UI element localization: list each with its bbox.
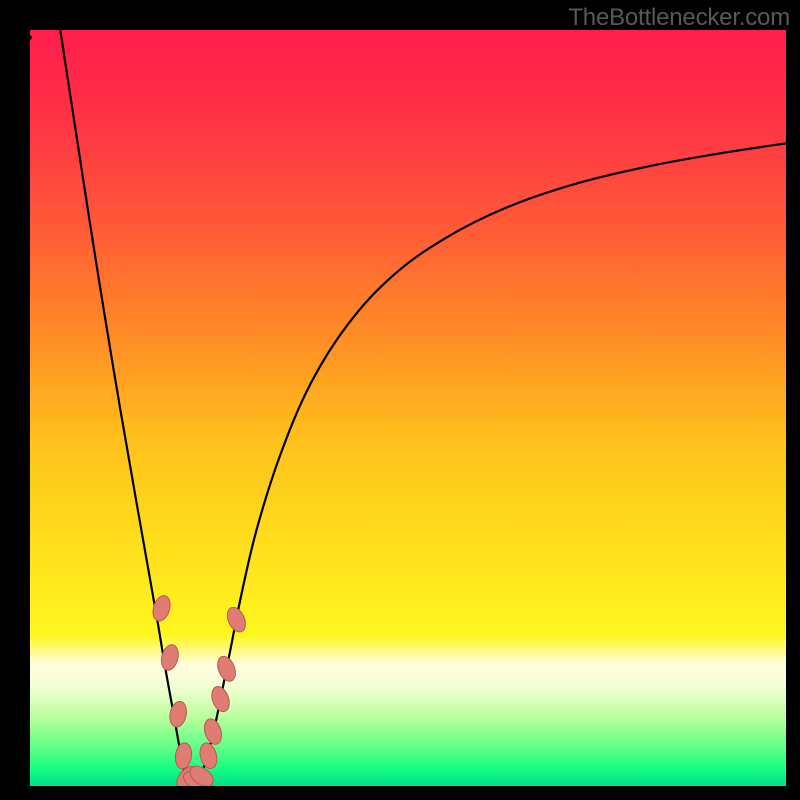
chart-plot bbox=[30, 30, 786, 786]
watermark-text: TheBottlenecker.com bbox=[568, 4, 790, 32]
figure-root: TheBottlenecker.com bbox=[0, 0, 800, 800]
gradient-background bbox=[30, 30, 786, 786]
